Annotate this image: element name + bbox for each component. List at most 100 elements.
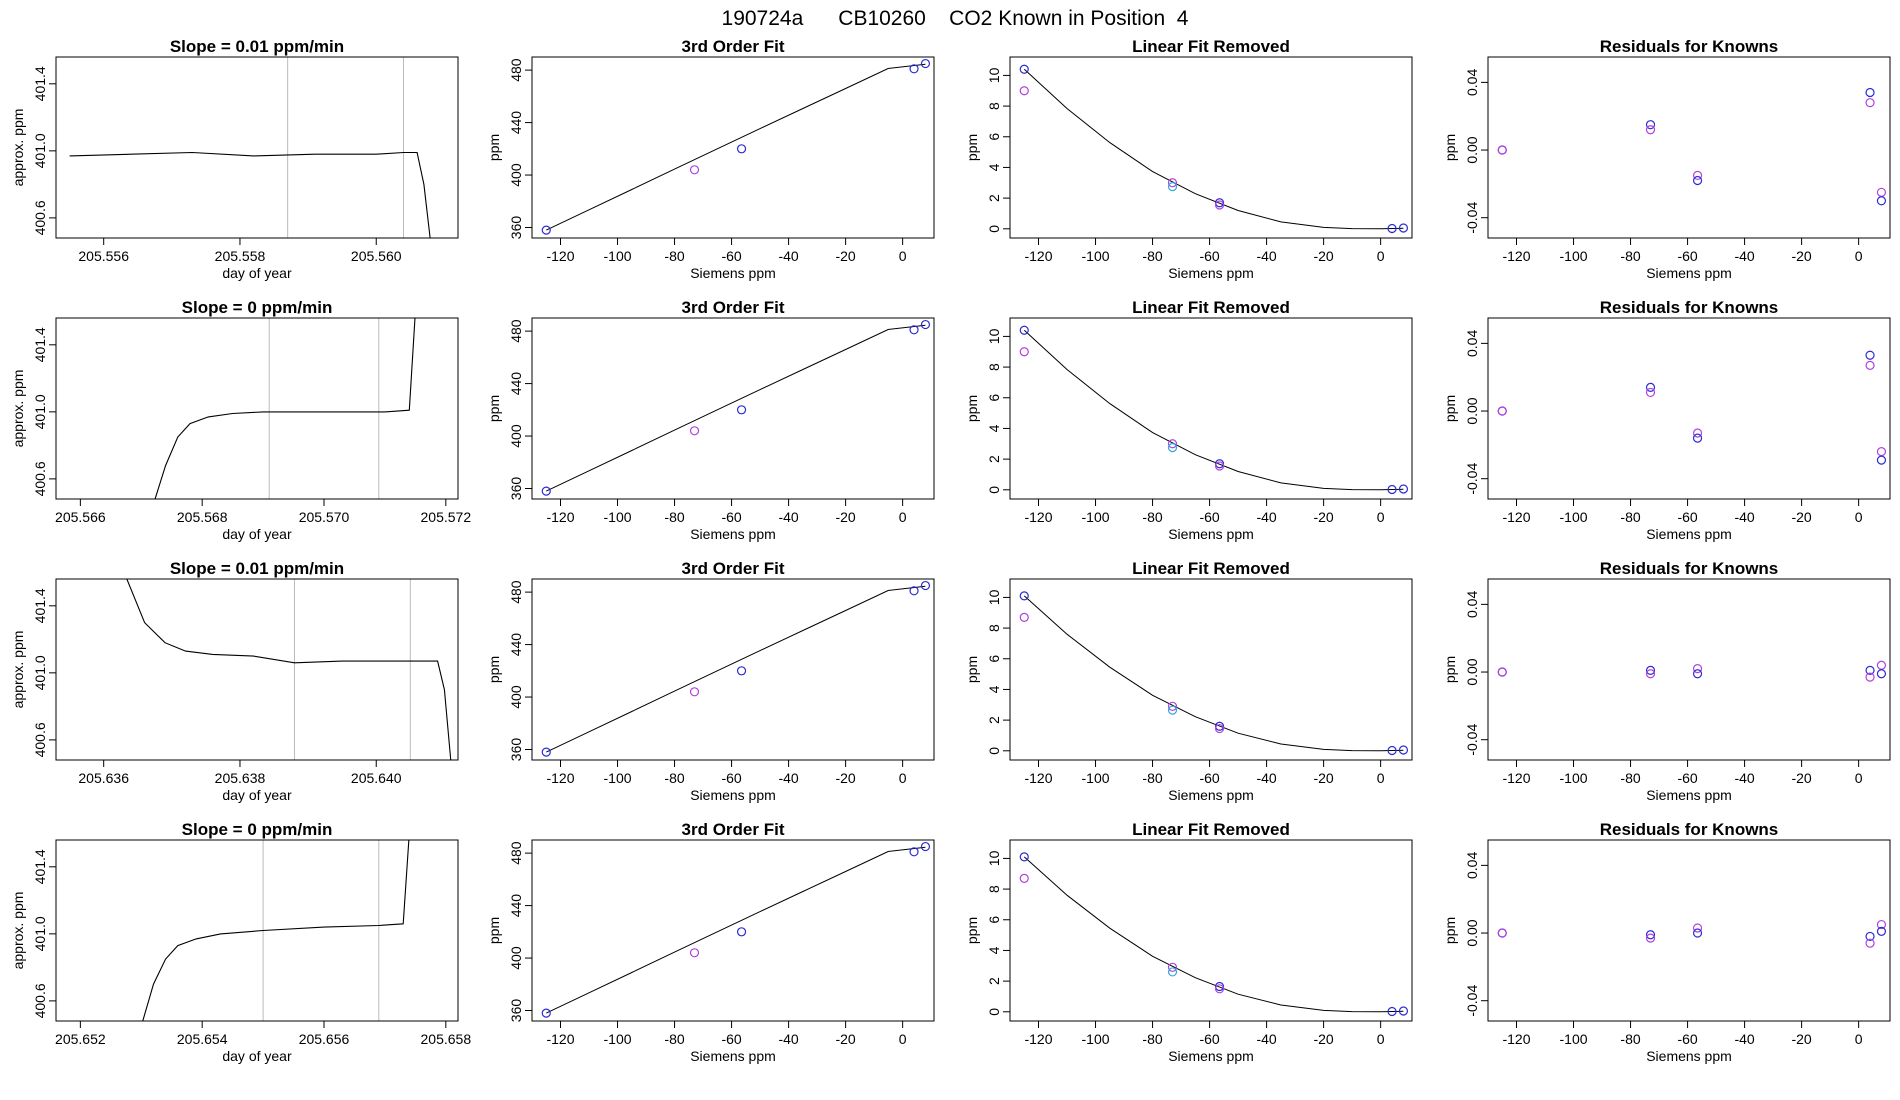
data-point: [909, 325, 919, 335]
data-point: [736, 405, 747, 415]
chart-panel-8: Residuals for Knowns -120 -100 -80 -60 -40 -20…: [1442, 298, 1891, 542]
y-axis-label: ppm: [486, 656, 502, 683]
y-tick-label: 8: [986, 363, 1002, 371]
data-point: [1497, 928, 1507, 938]
x-axis-label: Siemens ppm: [690, 265, 776, 281]
y-tick-label: -0.04: [1464, 985, 1480, 1017]
x-tick-label: 0: [899, 248, 907, 264]
x-tick-label: -120: [1502, 509, 1530, 525]
data-point: [689, 165, 700, 175]
x-tick-label: 0: [1377, 248, 1385, 264]
plot-frame: [531, 578, 935, 761]
data-point: [1214, 459, 1225, 469]
x-tick-label: -60: [1677, 1031, 1697, 1047]
x-tick-label: 205.556: [78, 248, 129, 264]
x-tick-label: 0: [899, 509, 907, 525]
chart-panel-15: Linear Fit Removed -120 -100 -80 -60 -40 -20 0 0…: [964, 820, 1413, 1064]
y-tick-label: 401.4: [32, 588, 48, 623]
x-tick-label: -60: [1199, 1031, 1219, 1047]
series-line: [69, 151, 431, 238]
plot-area: [1497, 87, 1887, 206]
chart-panel-14: 3rd Order Fit -120 -100 -80 -60 -40 -20 0 360 400…: [486, 820, 935, 1064]
data-point: [1019, 873, 1029, 883]
x-tick-label: -60: [721, 509, 741, 525]
data-point: [1167, 967, 1178, 977]
data-point: [1876, 919, 1887, 930]
data-point: [1865, 87, 1875, 98]
y-tick-label: 10: [986, 589, 1002, 605]
y-axis-label: ppm: [486, 395, 502, 422]
y-tick-label: 400: [508, 163, 524, 187]
chart-panel-10: 3rd Order Fit -120 -100 -80 -60 -40 -20 0 360 400…: [486, 559, 935, 803]
chart-title: Slope = 0.01 ppm/min: [170, 37, 344, 56]
y-tick-label: 0.04: [1464, 591, 1480, 618]
x-tick-label: -80: [664, 248, 684, 264]
y-tick-label: 400: [508, 424, 524, 448]
data-point: [1019, 612, 1029, 622]
y-tick-label: 0.04: [1464, 330, 1480, 357]
fit-curve: [1023, 856, 1404, 1013]
x-tick-label: -60: [1677, 770, 1697, 786]
x-tick-label: -100: [1082, 248, 1110, 264]
x-axis-label: Siemens ppm: [690, 787, 776, 803]
plot-frame: [55, 56, 459, 239]
x-tick-label: -80: [664, 770, 684, 786]
data-point: [1214, 461, 1225, 471]
data-point: [689, 687, 700, 697]
y-axis-label: ppm: [1442, 395, 1458, 422]
plot-frame: [1487, 578, 1891, 761]
data-point: [689, 948, 700, 958]
data-point: [1167, 182, 1178, 192]
data-point: [1876, 455, 1887, 465]
x-tick-label: 205.560: [351, 248, 402, 264]
y-axis-label: ppm: [964, 134, 980, 161]
chart-title: Slope = 0 ppm/min: [182, 820, 333, 839]
data-point: [1398, 484, 1409, 494]
y-tick-label: 401.4: [32, 327, 48, 362]
y-tick-label: 2: [986, 194, 1002, 202]
x-axis-label: Siemens ppm: [690, 526, 776, 542]
data-point: [1497, 145, 1507, 155]
data-point: [1876, 669, 1887, 679]
y-tick-label: -0.04: [1464, 202, 1480, 234]
x-axis-label: Siemens ppm: [1646, 265, 1732, 281]
x-axis-label: Siemens ppm: [1168, 1048, 1254, 1064]
plot-frame: [55, 317, 459, 500]
x-axis-label: day of year: [222, 1048, 292, 1064]
y-tick-label: 480: [508, 580, 524, 604]
y-axis-label: approx. ppm: [10, 109, 26, 187]
y-tick-label: 440: [508, 894, 524, 918]
chart-panel-11: Linear Fit Removed -120 -100 -80 -60 -40 -20 0 0…: [964, 559, 1413, 803]
x-axis-label: day of year: [222, 265, 292, 281]
y-axis-label: approx. ppm: [10, 631, 26, 709]
chart-title: 3rd Order Fit: [682, 37, 785, 56]
data-point: [920, 58, 931, 69]
y-tick-label: 0: [986, 1008, 1002, 1016]
x-tick-label: 0: [1377, 1031, 1385, 1047]
y-tick-label: 360: [508, 999, 524, 1023]
fit-curve: [1023, 329, 1404, 491]
x-tick-label: -80: [1620, 248, 1640, 264]
x-tick-label: -20: [1313, 770, 1333, 786]
y-axis-label: ppm: [1442, 917, 1458, 944]
x-tick-label: 205.558: [215, 248, 266, 264]
chart-panel-1: Slope = 0.01 ppm/min 205.556 205.558 205.56…: [10, 37, 459, 281]
plot-frame: [531, 317, 935, 500]
y-tick-label: 10: [986, 67, 1002, 83]
fit-curve: [546, 324, 926, 492]
data-point: [1167, 443, 1178, 453]
x-tick-label: 205.568: [177, 509, 228, 525]
x-tick-label: -100: [1082, 509, 1110, 525]
x-tick-label: -120: [1024, 770, 1052, 786]
x-tick-label: -80: [1620, 770, 1640, 786]
y-tick-label: 0: [986, 747, 1002, 755]
fit-curve: [1023, 68, 1404, 230]
data-point: [1645, 382, 1656, 392]
x-tick-label: -100: [1560, 509, 1588, 525]
data-point: [920, 319, 931, 330]
data-point: [1692, 923, 1703, 933]
x-axis-label: day of year: [222, 526, 292, 542]
x-tick-label: -40: [778, 509, 798, 525]
plot-frame: [1009, 56, 1413, 239]
chart-title: Residuals for Knowns: [1600, 820, 1779, 839]
